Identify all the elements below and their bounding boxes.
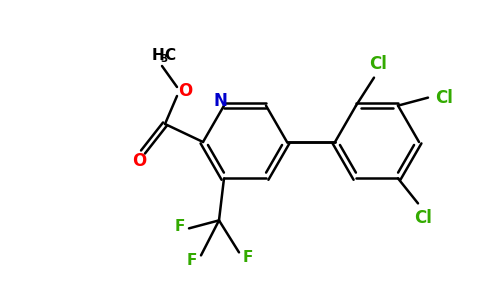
Text: O: O	[178, 82, 192, 100]
Text: H: H	[151, 47, 165, 62]
Text: O: O	[132, 152, 146, 170]
Text: N: N	[213, 92, 227, 110]
Text: F: F	[175, 219, 185, 234]
Text: Cl: Cl	[435, 88, 453, 106]
Text: Cl: Cl	[369, 55, 387, 73]
Text: F: F	[243, 250, 253, 265]
Text: F: F	[187, 253, 197, 268]
Text: Cl: Cl	[414, 209, 432, 227]
Text: C: C	[165, 47, 176, 62]
Text: 3: 3	[160, 54, 167, 64]
